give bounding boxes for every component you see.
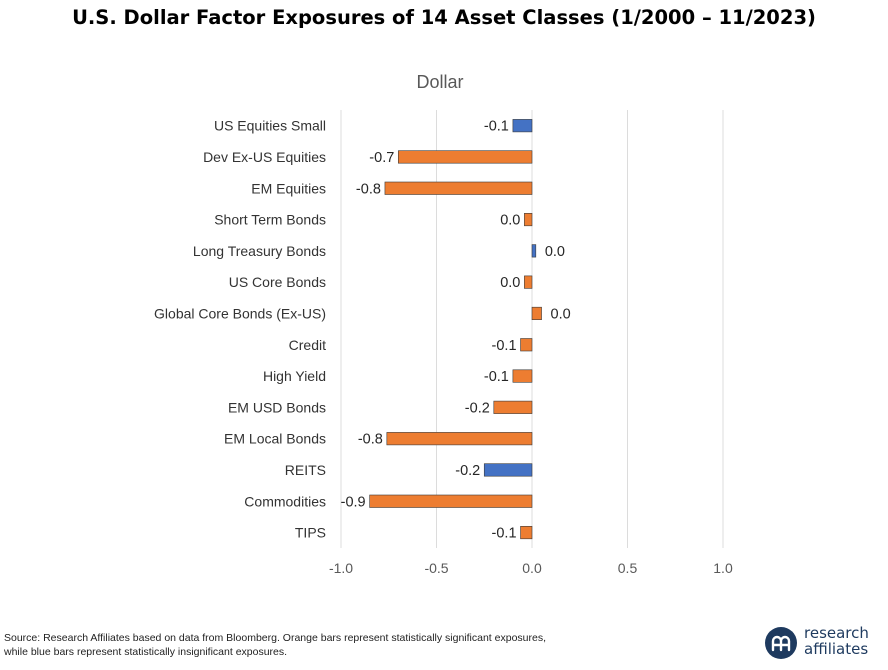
data-label: -0.2 [455, 463, 480, 479]
bar [531, 244, 537, 258]
research-affiliates-logo: research affiliates [764, 623, 884, 663]
category-label: US Equities Small [214, 118, 326, 134]
category-label: Global Core Bonds (Ex-US) [154, 305, 326, 321]
chart-title: Dollar [416, 72, 463, 92]
category-label: Short Term Bonds [214, 212, 326, 228]
category-label: Long Treasury Bonds [193, 243, 326, 259]
category-label: High Yield [263, 368, 326, 384]
data-label: -0.9 [341, 494, 366, 510]
gridlines [340, 110, 724, 548]
x-tick-label: 0.5 [618, 560, 638, 576]
bar [512, 369, 533, 383]
bar [483, 463, 533, 477]
data-label: 0.0 [551, 306, 571, 322]
category-labels: US Equities Small Dev Ex-US Equities EM Eq… [154, 118, 326, 541]
category-label: EM USD Bonds [228, 399, 326, 415]
category-label: Dev Ex-US Equities [203, 149, 326, 165]
category-label: EM Equities [251, 180, 326, 196]
data-label: -0.8 [356, 181, 381, 197]
data-labels: -0.1 -0.7 -0.8 0.0 0.0 0.0 0.0 -0.1 -0.1 -0.2 -0.8… [341, 119, 571, 542]
logo-line-1: research [804, 624, 869, 642]
x-axis-tick-labels: -1.0 -0.5 0.0 0.5 1.0 [329, 560, 733, 576]
source-note: Source: Research Affiliates based on dat… [4, 632, 644, 659]
category-label: EM Local Bonds [224, 431, 326, 447]
bar [369, 494, 533, 508]
data-label: 0.0 [545, 244, 565, 260]
source-line-1: Source: Research Affiliates based on dat… [4, 632, 547, 644]
logo-mark-icon [765, 627, 797, 659]
bar [397, 150, 533, 164]
x-tick-label: -1.0 [329, 560, 353, 576]
data-label: -0.1 [492, 526, 517, 542]
x-tick-label: -0.5 [424, 560, 448, 576]
bar [520, 525, 533, 540]
logo-line-2: affiliates [804, 640, 869, 658]
logo-text: research affiliates [804, 625, 869, 657]
data-label: -0.1 [484, 369, 509, 385]
data-label: -0.1 [484, 119, 509, 135]
page-title: U.S. Dollar Factor Exposures of 14 Asset… [72, 6, 816, 29]
category-label: Commodities [244, 493, 326, 509]
data-label: -0.8 [358, 432, 383, 448]
dollar-exposure-chart: Dollar US Equities Small Dev Ex-US Equiti… [154, 72, 733, 576]
x-tick-label: 1.0 [713, 560, 733, 576]
bar [524, 275, 533, 289]
data-label: 0.0 [500, 213, 520, 229]
data-label: -0.2 [465, 400, 490, 416]
bar [520, 338, 533, 352]
bar [386, 432, 533, 446]
bar [493, 400, 533, 414]
category-label: TIPS [295, 525, 326, 541]
data-label: -0.1 [492, 338, 517, 354]
data-label: 0.0 [500, 275, 520, 291]
category-label: Credit [289, 337, 326, 353]
bar [531, 306, 542, 321]
bar [512, 119, 533, 133]
source-line-2: while blue bars represent statistically … [4, 645, 288, 658]
category-label: US Core Bonds [229, 274, 326, 290]
data-label: -0.7 [369, 150, 394, 166]
bars [369, 119, 542, 540]
bar [524, 213, 533, 227]
bar [384, 181, 533, 195]
category-label: REITS [285, 462, 326, 478]
x-tick-label: 0.0 [522, 560, 542, 576]
